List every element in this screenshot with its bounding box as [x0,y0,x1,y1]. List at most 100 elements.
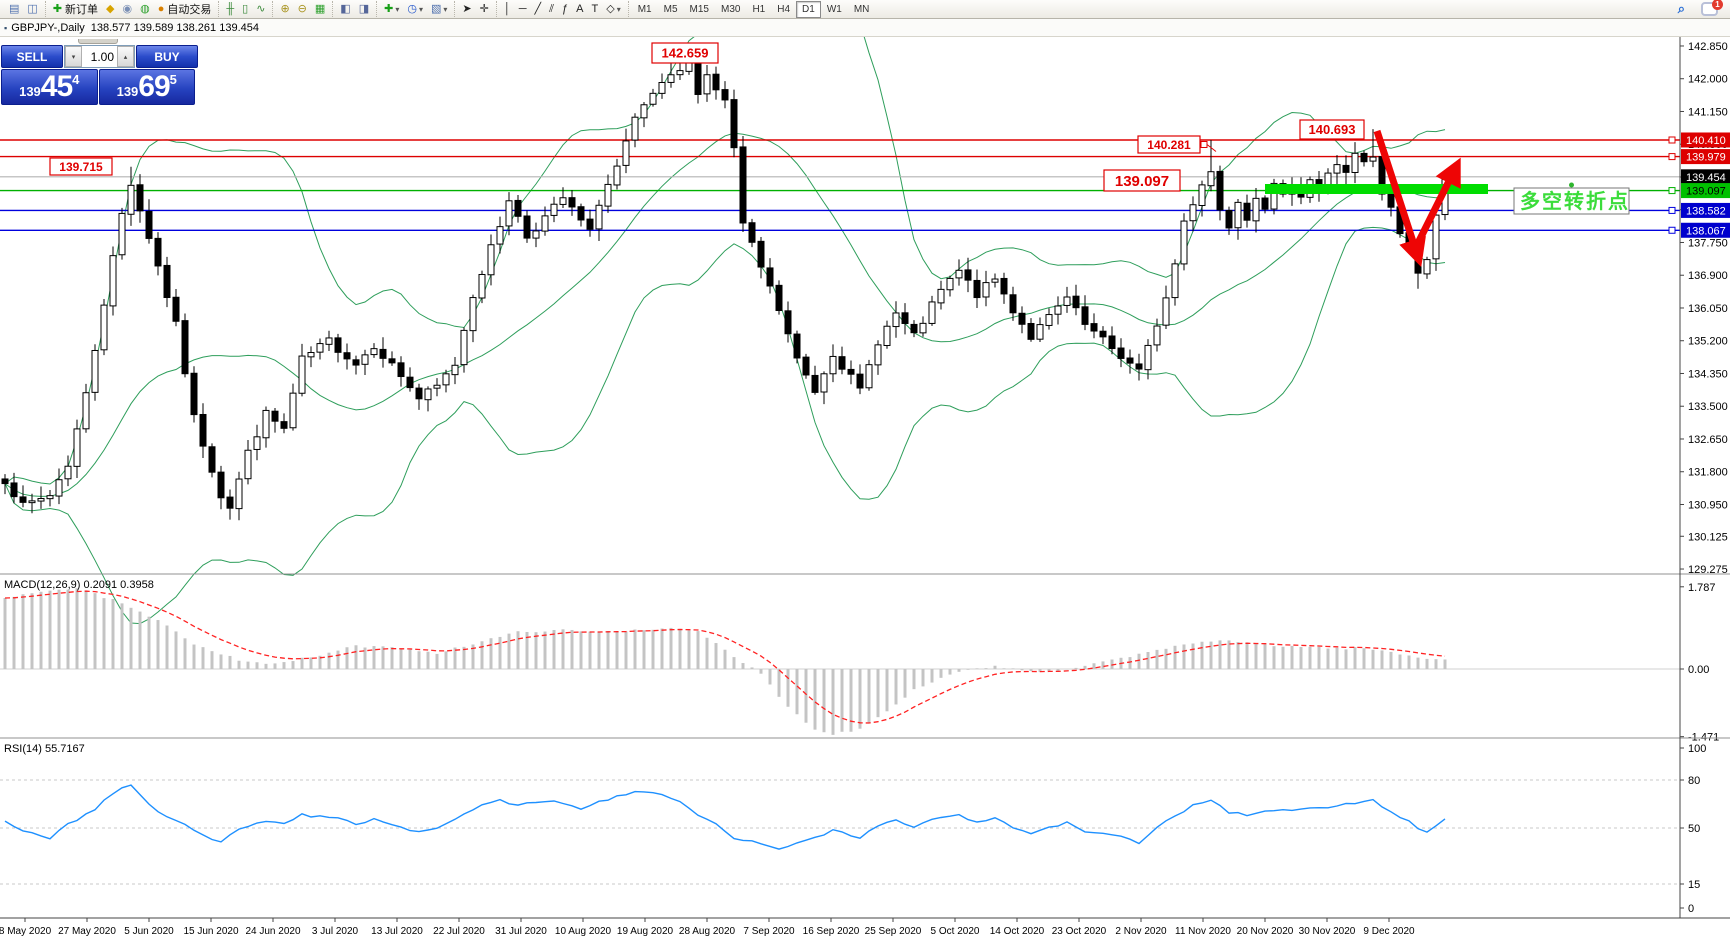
zoom-in-icon: ⊕ [280,3,290,15]
note-annotation[interactable]: 多空转折点 [1513,182,1630,215]
volume-stepper: ▾ ▴ [64,45,135,68]
candle [109,255,117,307]
timeframe-w1[interactable]: W1 [826,3,842,15]
highlight-zone[interactable] [1265,184,1488,194]
volume-decrease-button[interactable]: ▾ [65,46,82,67]
zoom-in-icon[interactable]: ⊕ [276,0,293,18]
trend-arrow[interactable] [1373,129,1461,267]
candle [793,333,801,359]
arrows-icon: ◇ [606,3,615,15]
buy-button[interactable]: BUY [136,45,198,68]
auto-arrange-icon[interactable]: ◧ [336,0,354,18]
svg-text:137.750: 137.750 [1688,237,1728,249]
buy-price-sup: 5 [169,72,177,87]
svg-text:0.00: 0.00 [1688,664,1709,676]
text-icon[interactable]: A [572,0,587,18]
candle [280,421,288,429]
vertical-line-icon[interactable]: │ [500,0,515,18]
new-order-icon[interactable]: ✚ 新订单 [49,0,102,18]
templates-icon: ▧ [430,3,442,15]
text-label-icon[interactable]: T [588,0,603,18]
sell-price-tile[interactable]: 139 45 4 [1,69,98,105]
track-chart-icon[interactable]: ◨ [355,0,373,18]
candle [316,343,324,353]
horizontal-line-icon[interactable]: ─ [515,0,531,18]
profile-window-icon[interactable]: ◫ [23,0,41,18]
callout-text: 139.097 [1115,173,1169,190]
vertical-line-icon: │ [503,3,511,15]
axis-tag [1681,202,1730,218]
candle [1000,277,1008,295]
timeframe-m15[interactable]: M15 [689,3,709,15]
buy-price-tile[interactable]: 139 69 5 [98,69,195,105]
fibonacci-icon: ƒ [562,3,569,15]
timeframe-h1[interactable]: H1 [752,3,766,15]
ohlc-values: 138.577 139.589 138.261 139.454 [90,21,259,34]
indicators-icon[interactable]: ✚ ▾ [380,0,403,18]
candles-layer [1,51,1449,521]
trendline-icon[interactable]: ╱ [531,0,546,18]
arrows-icon[interactable]: ◇ ▾ [602,0,624,18]
one-click-collapse-handle[interactable] [78,39,118,44]
rsi-pane: 100 80 50 15 0 RSI(14) 55.7167 [0,743,1706,915]
candle [478,273,486,299]
price-callouts[interactable]: 142.659 139.715 140.281 140.693 139.097 [49,42,1365,192]
timeframe-mn[interactable]: MN [853,3,870,15]
account-icon[interactable]: ◉ [119,0,137,18]
bar-chart-icon[interactable]: ╫ [222,0,238,18]
volume-input[interactable] [82,46,117,67]
line-handle [1668,136,1676,144]
line-chart-icon: ∿ [256,3,266,15]
dropdown-caret-icon[interactable]: ▾ [616,4,621,14]
timeframe-d1[interactable]: D1 [796,0,821,18]
candle [730,99,738,149]
timeframe-m30[interactable]: M30 [720,3,741,15]
candle [568,197,576,208]
dropdown-caret-icon[interactable]: ▾ [443,4,448,14]
crosshair-icon[interactable]: ✛ [476,0,493,18]
channel-icon[interactable]: ⫽ [545,0,558,18]
dropdown-caret-icon[interactable]: ▾ [418,4,423,14]
zoom-out-icon[interactable]: ⊖ [294,0,311,18]
candle [1189,204,1197,222]
candle [217,471,225,499]
price-axis: 142.850142.000141.150140.300139.450138.6… [1680,41,1728,576]
periods-icon[interactable]: ◷ ▾ [403,0,427,18]
note-anchor-handle [1569,182,1574,188]
dropdown-caret-icon[interactable]: ▾ [395,4,400,14]
date-axis: 8 May 2020 27 May 2020 5 Jun 2020 15 Jun 20… [0,918,1415,937]
candle [136,184,144,212]
chat-icon[interactable]: 1 [1697,0,1723,18]
candle [469,297,477,332]
search-icon[interactable]: ⌕ [1677,1,1685,16]
auto-arrange-icon: ◧ [340,3,351,15]
timeframe-m5[interactable]: M5 [663,3,678,15]
volume-increase-button[interactable]: ▴ [117,46,134,67]
toolbar-group: ➤ ✛ [454,1,495,17]
sell-button[interactable]: SELL [1,45,63,68]
new-chart-icon[interactable]: ▤ [5,0,23,18]
signal-icon[interactable]: ◍ [136,0,154,18]
timeframe-m1[interactable]: M1 [637,3,652,15]
svg-text:100: 100 [1688,743,1706,755]
chart-eraser-icon[interactable]: ◆ [102,0,118,18]
candlestick-chart-icon[interactable]: ▯ [238,0,252,18]
tile-windows-icon[interactable]: ▦ [311,0,329,18]
candle [352,359,360,366]
svg-text:136.900: 136.900 [1688,270,1728,282]
toolbar-group: ⊕ ⊖ ▦ [272,1,332,17]
candle [433,384,441,389]
timeframe-h4[interactable]: H4 [777,3,791,15]
channel-icon: ⫽ [549,3,555,15]
autotrade-icon[interactable]: ● 自动交易 [154,0,216,18]
candle [874,344,882,366]
templates-icon[interactable]: ▧ ▾ [427,0,451,18]
candle [388,358,396,364]
line-chart-icon[interactable]: ∿ [252,0,269,18]
fibonacci-icon[interactable]: ƒ [558,0,572,18]
svg-text:142.000: 142.000 [1688,74,1728,86]
cursor-icon[interactable]: ➤ [458,0,475,18]
